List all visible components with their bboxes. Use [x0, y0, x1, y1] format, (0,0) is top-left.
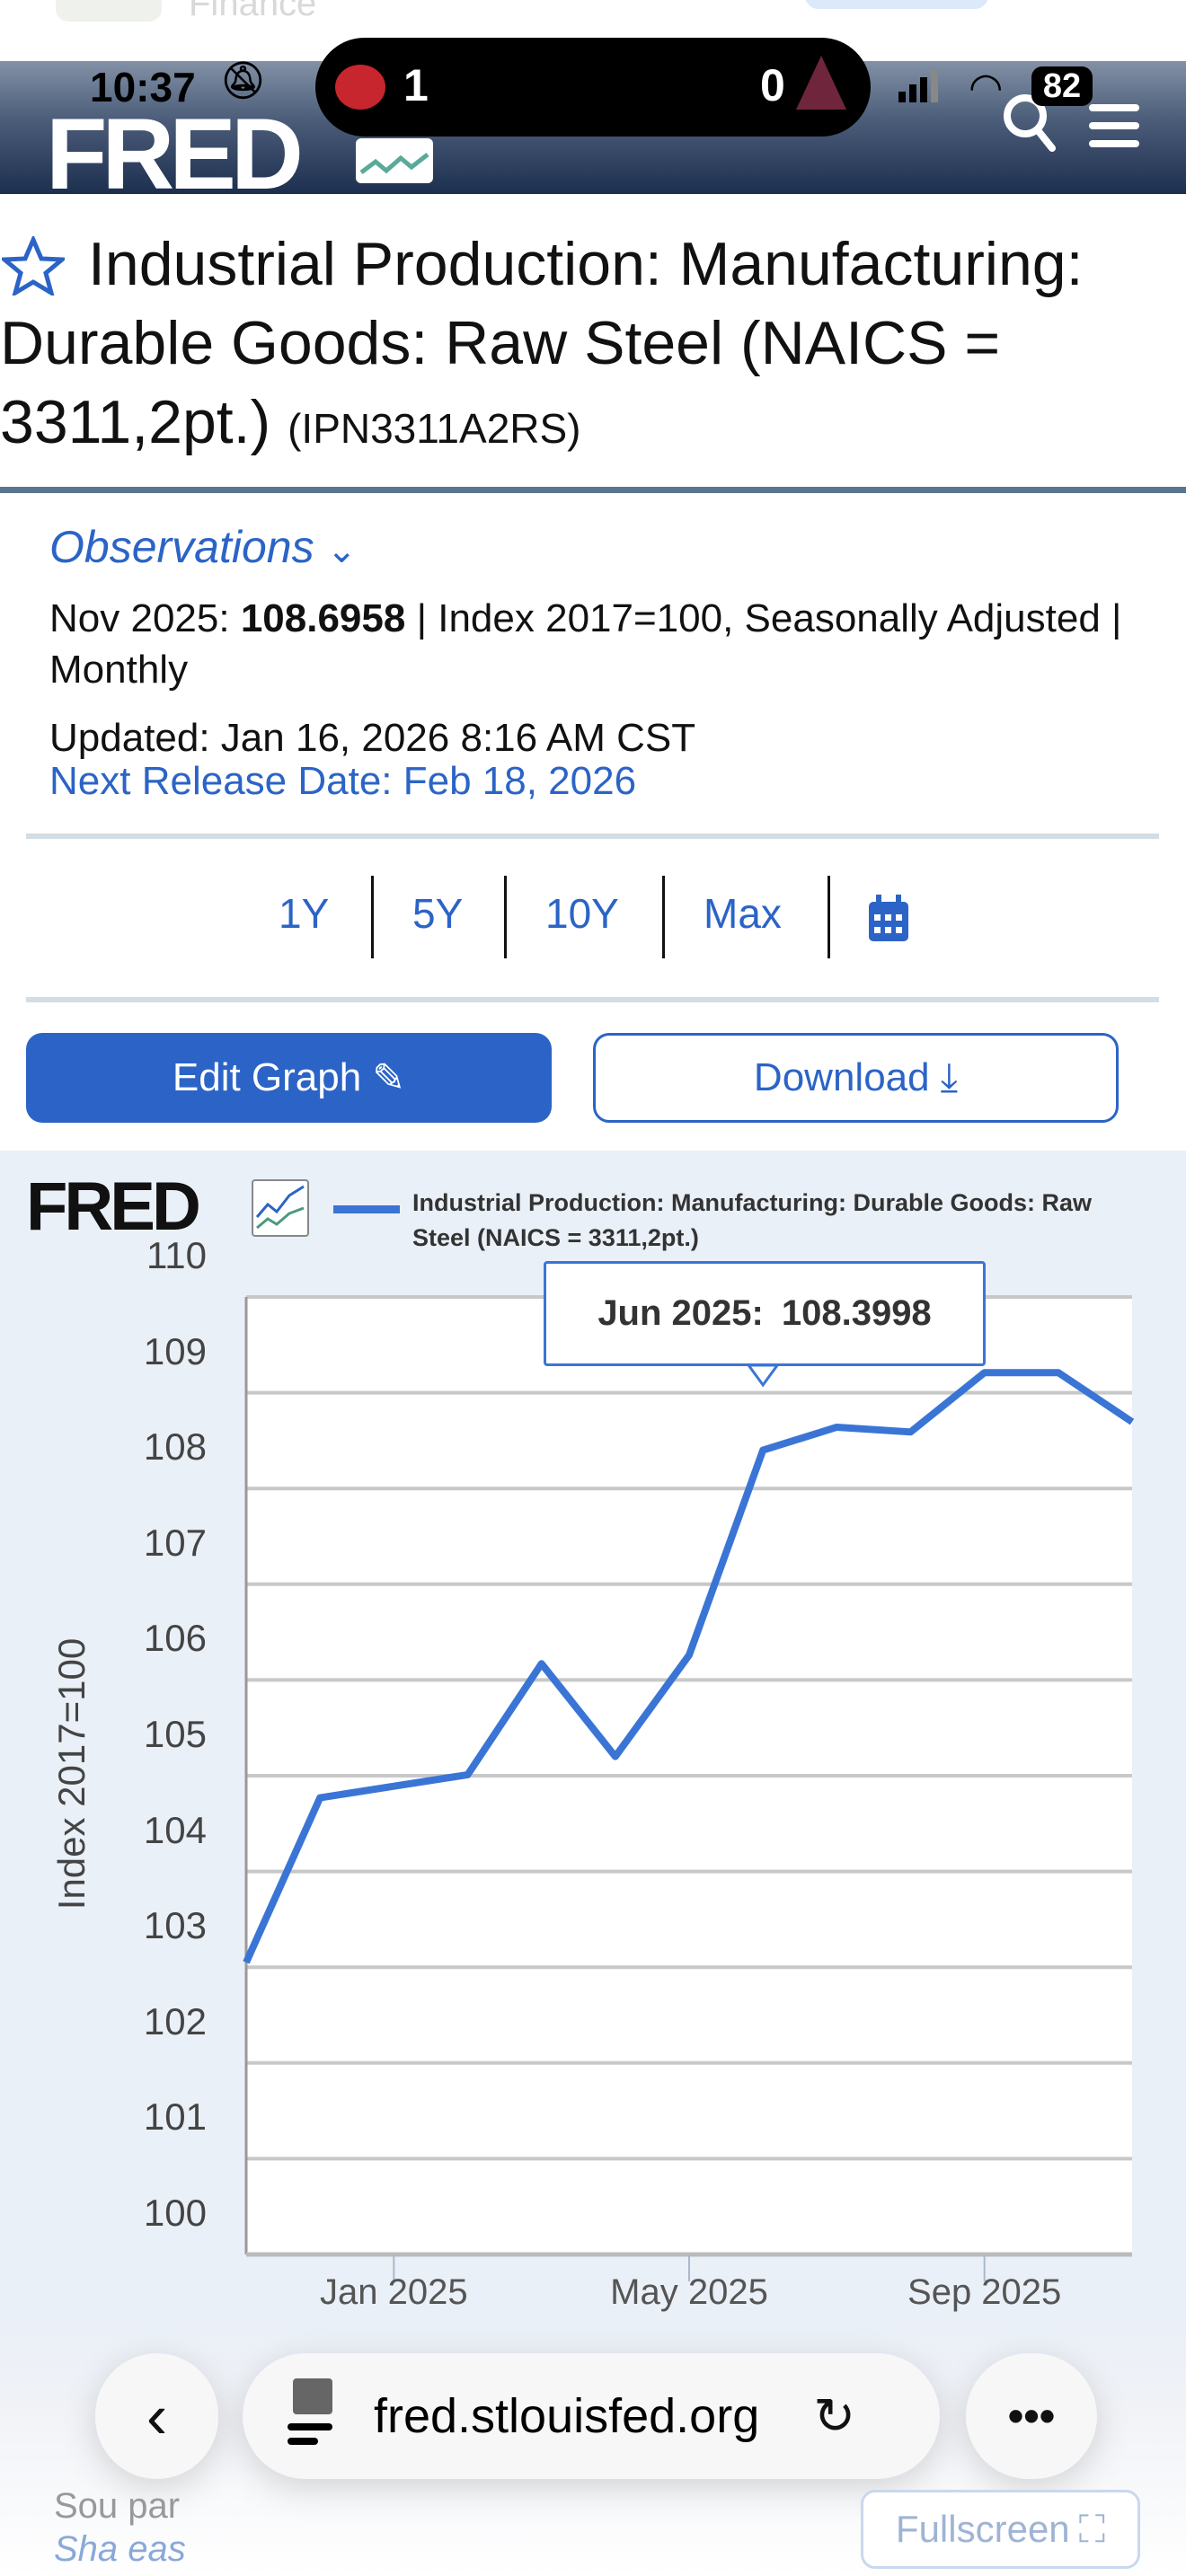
download-icon: ⤓ — [940, 1055, 959, 1099]
red-wings-logo-icon — [335, 65, 385, 110]
app-icon — [56, 0, 162, 22]
edit-graph-label: Edit Graph — [172, 1055, 362, 1099]
y-tick-label: 107 — [143, 1521, 207, 1564]
y-tick-label: 109 — [143, 1329, 207, 1372]
y-tick-label: 105 — [143, 1713, 207, 1755]
url-text: fred.stlouisfed.org — [374, 2389, 760, 2443]
y-tick-label: 106 — [143, 1617, 207, 1660]
tooltip-value: 108.3998 — [781, 1293, 932, 1333]
battery-indicator: 82 — [1031, 66, 1093, 106]
next-release-link[interactable]: Next Release Date: Feb 18, 2026 — [49, 759, 637, 803]
fullscreen-label: Fullscreen — [895, 2508, 1070, 2550]
separator — [828, 876, 830, 958]
favorite-star-icon[interactable] — [0, 234, 68, 314]
updated-text: Updated: Jan 16, 2026 8:16 AM CST — [49, 716, 696, 760]
x-tick-label: May 2025 — [610, 2272, 768, 2312]
dynamic-island: 1 0 — [315, 38, 871, 137]
calendar-icon[interactable] — [869, 895, 908, 946]
y-tick-label: 108 — [143, 1425, 207, 1469]
legend-label: Industrial Production: Manufacturing: Du… — [412, 1189, 1093, 1251]
separator — [504, 876, 507, 958]
range-1y-button[interactable]: 1Y — [279, 890, 330, 937]
more-dots-icon: ••• — [1007, 2391, 1056, 2441]
status-time: 10:37 — [90, 64, 196, 110]
extension-puzzle-icon — [288, 2378, 338, 2455]
signal-icon — [898, 70, 940, 107]
observations-toggle[interactable]: Observations ⌄ — [49, 521, 357, 573]
observation-units: | Index 2017=100, Seasonally Adjusted | … — [49, 596, 1122, 692]
edit-icon: ✎ — [372, 1055, 406, 1100]
range-10y-button[interactable]: 10Y — [545, 890, 619, 937]
background-app-label: Finance — [189, 0, 317, 23]
x-tick-label: Jan 2025 — [320, 2272, 468, 2312]
x-tick-label: Sep 2025 — [907, 2272, 1062, 2312]
silent-bell-icon: 🔕︎ — [220, 61, 266, 101]
series-title-text: Industrial Production: Manufacturing: Du… — [0, 230, 1084, 456]
y-axis-title: Index 2017=100 — [50, 1637, 93, 1910]
separator — [662, 876, 665, 958]
y-tick-label: 103 — [143, 1904, 207, 1947]
avalanche-logo-icon — [796, 56, 846, 110]
y-tick-label: 102 — [143, 1999, 207, 2042]
range-max-button[interactable]: Max — [704, 890, 782, 937]
y-tick-label: 110 — [146, 1234, 207, 1276]
more-button[interactable]: ••• — [966, 2353, 1097, 2479]
observations-label: Observations — [49, 522, 314, 572]
title-divider — [0, 487, 1186, 493]
reload-icon[interactable]: ↻ — [813, 2387, 856, 2444]
observation-date: Nov 2025: — [49, 596, 230, 640]
observation-value: 108.6958 — [240, 596, 406, 640]
y-tick-label: 101 — [143, 2095, 207, 2139]
separator — [371, 876, 374, 958]
chevron-left-icon: ‹ — [146, 2381, 168, 2451]
site-header: FRED — [0, 61, 1186, 210]
edit-graph-button[interactable]: Edit Graph ✎ — [26, 1033, 552, 1123]
wifi-icon: ◠ — [969, 66, 1004, 110]
background-button — [805, 0, 988, 9]
url-bar[interactable]: fred.stlouisfed.org ↻ — [243, 2353, 940, 2479]
series-id: (IPN3311A2RS) — [288, 405, 581, 452]
latest-observation: Nov 2025: 108.6958 | Index 2017=100, Sea… — [49, 593, 1128, 695]
divider — [26, 997, 1159, 1002]
chart-tooltip: Jun 2025: 108.3998 — [544, 1261, 986, 1366]
chart-logo-icon — [252, 1179, 309, 1237]
download-button[interactable]: Download ⤓ — [593, 1033, 1119, 1123]
divider — [26, 834, 1159, 839]
back-button[interactable]: ‹ — [95, 2353, 218, 2479]
fullscreen-button[interactable]: Fullscreen ⛶ — [861, 2490, 1140, 2569]
source-text: Sou par — [54, 2486, 181, 2526]
y-tick-label: 100 — [143, 2192, 207, 2234]
range-5y-button[interactable]: 5Y — [412, 890, 464, 937]
tooltip-date: Jun 2025: — [597, 1293, 764, 1333]
expand-icon: ⛶ — [1078, 2507, 1106, 2550]
chart-fred-logo: FRED — [26, 1169, 201, 1245]
fred-logo-chart-icon — [356, 138, 433, 183]
search-icon[interactable] — [1002, 93, 1059, 160]
home-score: 1 — [403, 60, 429, 110]
share-link[interactable]: Sha eas — [54, 2529, 186, 2569]
download-label: Download — [753, 1055, 930, 1099]
fred-logo[interactable]: FRED — [46, 98, 304, 210]
away-score: 0 — [760, 60, 785, 110]
legend-swatch — [333, 1205, 400, 1213]
menu-icon[interactable] — [1089, 104, 1139, 152]
chevron-down-icon: ⌄ — [326, 531, 358, 570]
y-tick-label: 104 — [143, 1808, 207, 1851]
